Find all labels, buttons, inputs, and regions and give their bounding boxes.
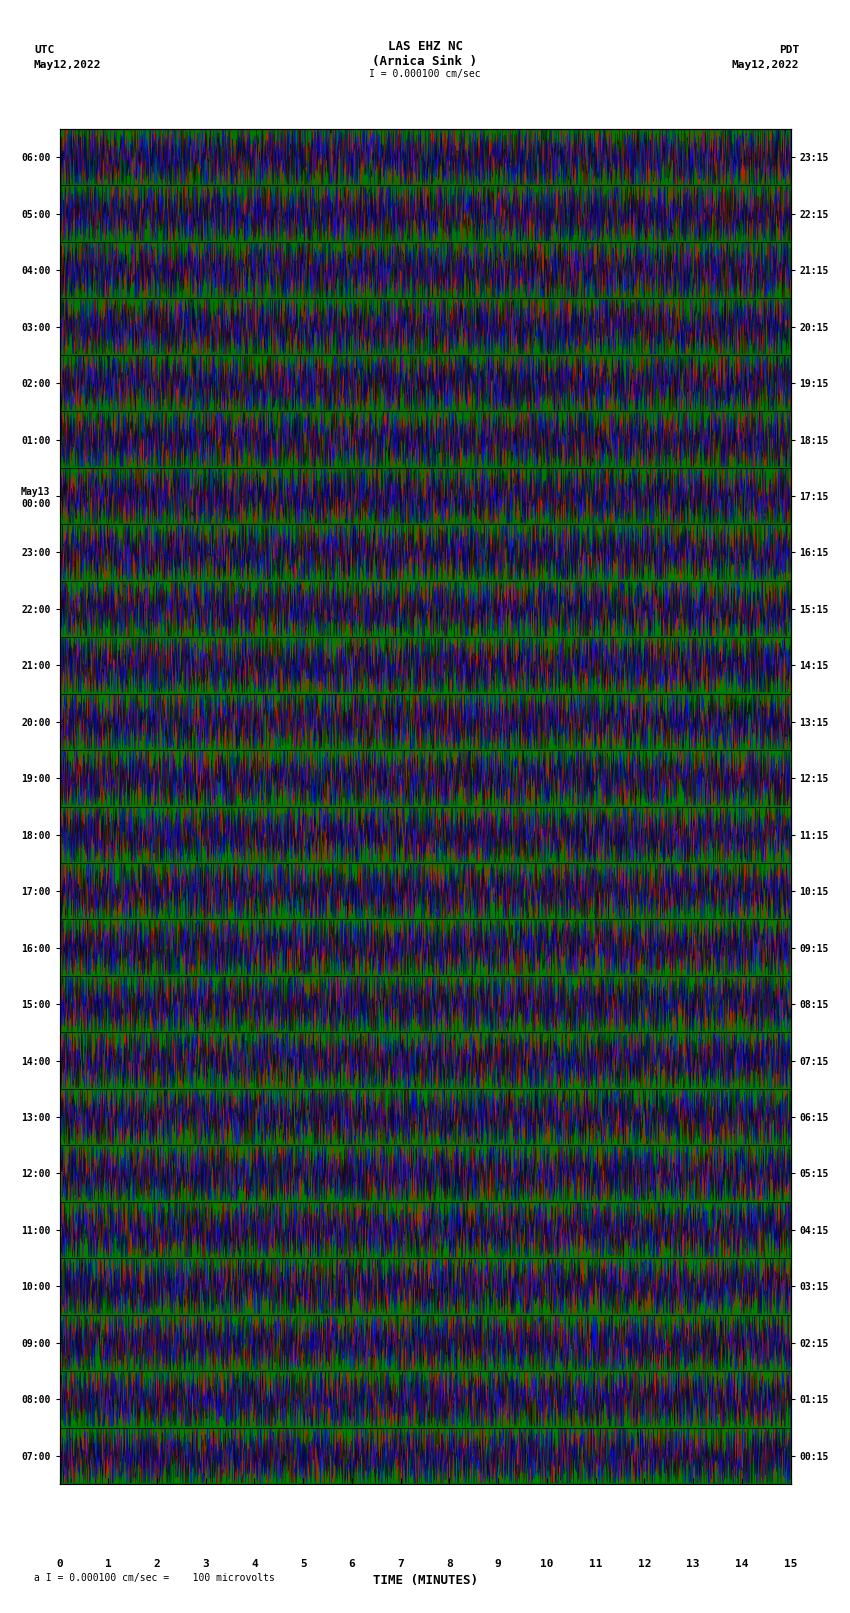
- Bar: [60, 242, 791, 298]
- Bar: [60, 185, 791, 242]
- Bar: [60, 355, 791, 411]
- Text: PDT: PDT: [779, 45, 799, 55]
- Bar: [60, 411, 791, 468]
- Bar: [60, 468, 791, 524]
- X-axis label: TIME (MINUTES): TIME (MINUTES): [372, 1574, 478, 1587]
- Text: I = 0.000100 cm/sec: I = 0.000100 cm/sec: [369, 69, 481, 79]
- Text: UTC: UTC: [34, 45, 54, 55]
- Text: (Arnica Sink ): (Arnica Sink ): [372, 55, 478, 68]
- Text: LAS EHZ NC: LAS EHZ NC: [388, 40, 462, 53]
- Text: May12,2022: May12,2022: [732, 60, 799, 69]
- Bar: [60, 129, 791, 185]
- Bar: [60, 298, 791, 355]
- Text: May12,2022: May12,2022: [34, 60, 101, 69]
- Text: a I = 0.000100 cm/sec =    100 microvolts: a I = 0.000100 cm/sec = 100 microvolts: [34, 1573, 275, 1582]
